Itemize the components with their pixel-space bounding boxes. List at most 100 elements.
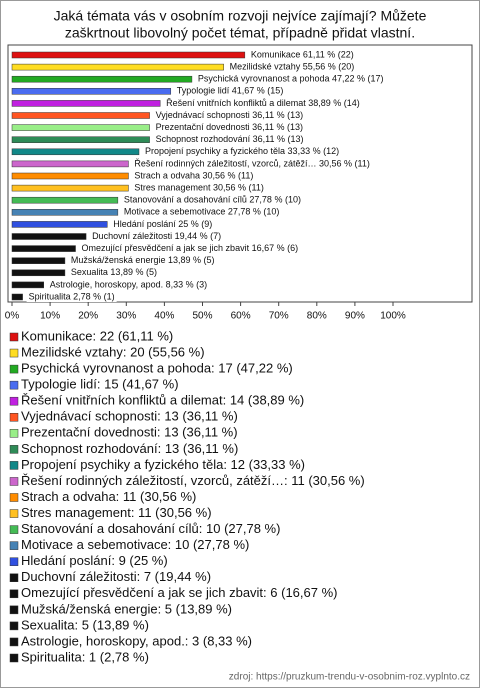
bar-label: Stanovování a dosahování cílů 27,78 % (1… — [124, 195, 301, 205]
legend-swatch — [9, 509, 19, 518]
label-bg — [153, 122, 306, 133]
bar — [11, 257, 66, 264]
bar — [11, 196, 119, 204]
bar — [11, 293, 23, 301]
bar — [11, 136, 150, 143]
label-bg — [90, 231, 224, 242]
x-tick-label: 0% — [5, 311, 20, 322]
legend-label: Stres management: 11 (30,56 %) — [21, 505, 212, 520]
legend-label: Prezentační dovednosti: 13 (36,11 %) — [21, 425, 238, 440]
label-bg — [227, 62, 357, 73]
x-tick-label: 90% — [345, 311, 365, 322]
legend-label: Spiritualita: 1 (2,78 %) — [21, 649, 149, 664]
legend-swatch — [9, 477, 19, 486]
legend-label: Psychická vyrovnanost a pohoda: 17 (47,2… — [21, 361, 293, 376]
legend-swatch — [9, 493, 19, 502]
label-bg — [26, 292, 117, 302]
legend-label: Astrologie, horoskopy, apod.: 3 (8,33 %) — [21, 633, 252, 648]
legend-swatch — [9, 557, 19, 566]
bar — [11, 112, 150, 119]
bar — [11, 148, 140, 156]
bar — [11, 281, 44, 289]
legend-swatch — [9, 525, 19, 534]
legend-swatch — [9, 413, 19, 422]
bar-label: Duchovní záležitosti 19,44 % (7) — [92, 231, 221, 241]
x-tick-label: 20% — [78, 311, 98, 322]
legend-swatch — [9, 380, 19, 390]
legend-swatch — [9, 653, 19, 663]
bar — [11, 51, 246, 59]
legend-swatch — [9, 461, 19, 470]
legend-swatch — [9, 637, 19, 647]
x-tick-label: 60% — [231, 311, 251, 322]
legend-label: Duchovní záležitosti: 7 (19,44 %) — [21, 569, 211, 584]
label-bg — [132, 158, 372, 169]
legend-label: Hledání poslání: 9 (25 %) — [21, 553, 168, 568]
legend-label: Sexualita: 5 (13,89 %) — [21, 617, 149, 632]
label-bg — [164, 98, 362, 109]
bar-label: Mužská/ženská energie 13,89 % (5) — [71, 255, 215, 265]
bar — [11, 172, 129, 180]
bar-label: Omezující přesvědčení a jak se jich zbav… — [82, 243, 299, 253]
label-bg — [121, 207, 282, 218]
legend-label: Vyjednávací schopnosti: 13 (36,11 %) — [21, 409, 238, 424]
legend-swatch — [9, 445, 19, 454]
legend-label: Strach a odvaha: 11 (30,56 %) — [21, 489, 196, 504]
bar-label: Psychická vyrovnanost a pohoda 47,22 % (… — [198, 74, 384, 84]
legend-swatch — [9, 429, 19, 438]
bar-label: Řešení rodinných záležitostí, vzorců, zá… — [134, 158, 369, 168]
legend-label: Propojení psychiky a fyzického těla: 12 … — [21, 457, 305, 472]
x-tick-label: 100% — [380, 311, 406, 322]
bar-label: Typologie lidí 41,67 % (15) — [177, 86, 284, 96]
label-bg — [79, 243, 301, 254]
legend-swatch — [9, 332, 19, 342]
source: zdroj: https://pruzkum-trendu-v-osobnim-… — [229, 672, 470, 683]
bar — [11, 75, 193, 83]
label-bg — [248, 50, 356, 60]
x-tick-label: 10% — [40, 311, 60, 322]
label-bg — [132, 183, 266, 194]
label-bg — [132, 171, 256, 181]
bar-label: Strach a odvaha 30,56 % (11) — [134, 170, 253, 180]
legend-label: Mezilidské vztahy: 20 (55,56 %) — [21, 344, 205, 359]
label-bg — [174, 86, 286, 97]
bar-label: Řešení vnitřních konfliktů a dilemat 38,… — [166, 98, 360, 108]
label-bg — [68, 267, 159, 278]
x-tick-label: 40% — [154, 311, 174, 322]
label-bg — [195, 74, 386, 85]
bar-label: Stres management 30,56 % (11) — [134, 182, 263, 192]
bar — [11, 233, 87, 240]
bar — [11, 160, 129, 168]
x-tick-label: 50% — [192, 311, 212, 322]
bar-label: Astrologie, horoskopy, apod. 8,33 % (3) — [50, 279, 207, 289]
label-bg — [142, 146, 342, 157]
x-tick-label: 30% — [116, 311, 136, 322]
label-bg — [47, 279, 210, 290]
bar-label: Mezilidské vztahy 55,56 % (20) — [230, 61, 355, 71]
label-bg — [68, 255, 217, 266]
legend-label: Řešení vnitřních konfliktů a dilemat: 14… — [21, 393, 304, 408]
bar — [11, 245, 76, 252]
legend-label: Typologie lidí: 15 (41,67 %) — [21, 377, 179, 392]
bar-label: Prezentační dovednosti 36,11 % (13) — [156, 122, 303, 132]
legend-swatch — [9, 589, 19, 599]
legend-label: Motivace a sebemotivace: 10 (27,78 %) — [21, 537, 249, 552]
legend-swatch — [9, 396, 19, 406]
legend-label: Stanovování a dosahování cílů: 10 (27,78… — [21, 521, 280, 536]
label-bg — [153, 110, 306, 121]
bar — [11, 209, 119, 216]
legend-swatch — [9, 364, 19, 374]
x-tick-label: 80% — [307, 311, 327, 322]
chart-title: zaškrtnout libovolný počet témat, případ… — [65, 25, 415, 41]
bar — [11, 88, 172, 95]
x-tick-label: 70% — [269, 311, 289, 322]
bar — [11, 221, 108, 228]
bar-label: Sexualita 13,89 % (5) — [71, 267, 157, 277]
bar-label: Spiritualita 2,78 % (1) — [29, 291, 115, 301]
bar — [11, 184, 129, 192]
chart-title: Jaká témata vás v osobním rozvoji nejvíc… — [54, 8, 427, 24]
bar-label: Motivace a sebemotivace 27,78 % (10) — [124, 207, 280, 217]
legend-swatch — [9, 348, 19, 358]
bar-label: Komunikace 61,11 % (22) — [251, 49, 354, 59]
